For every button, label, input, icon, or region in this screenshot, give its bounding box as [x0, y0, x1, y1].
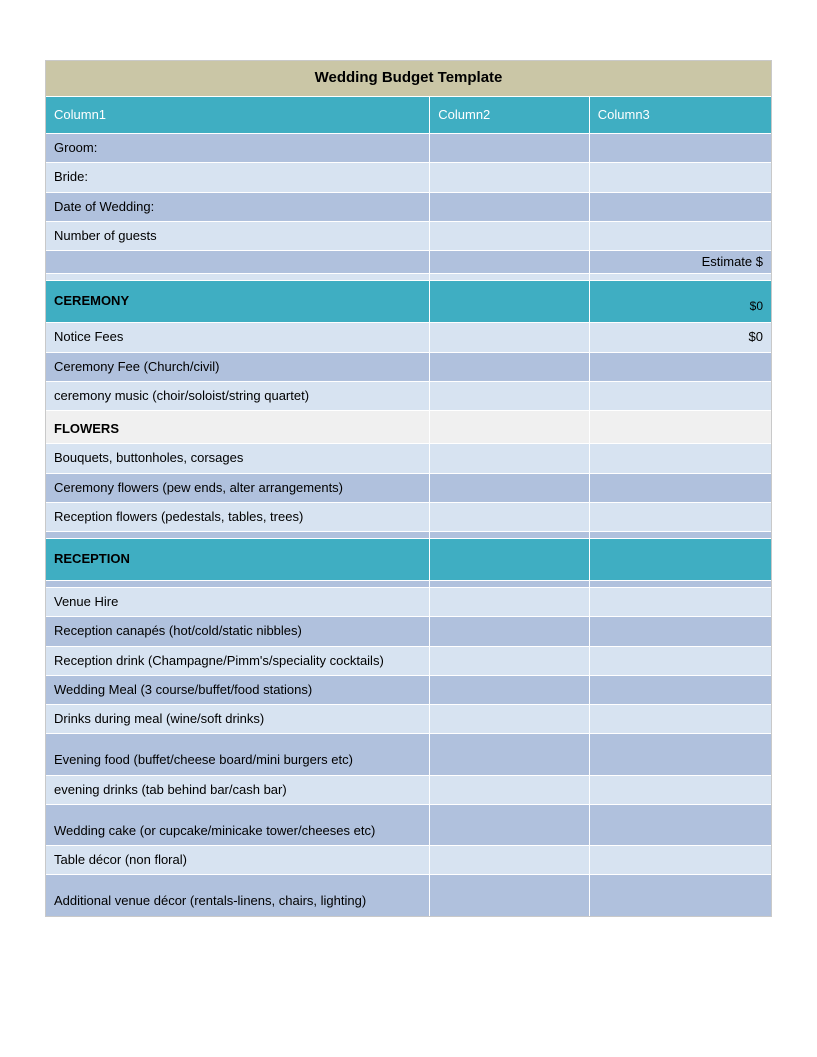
- row-amount[interactable]: $0: [590, 323, 771, 351]
- blank-row: [46, 273, 771, 280]
- table-row: Reception drink (Champagne/Pimm's/specia…: [46, 646, 771, 675]
- flowers-header: FLOWERS: [46, 411, 430, 443]
- table-row: Notice Fees $0: [46, 322, 771, 351]
- budget-sheet: Wedding Budget Template Column1 Column2 …: [45, 60, 772, 917]
- row-label: Reception drink (Champagne/Pimm's/specia…: [46, 647, 430, 675]
- ceremony-header: CEREMONY: [46, 281, 430, 322]
- row-label: Wedding Meal (3 course/buffet/food stati…: [46, 676, 430, 704]
- guests-label: Number of guests: [46, 222, 430, 250]
- groom-label: Groom:: [46, 134, 430, 162]
- row-label: Ceremony Fee (Church/civil): [46, 353, 430, 381]
- title-row: Wedding Budget Template: [46, 61, 771, 96]
- date-label: Date of Wedding:: [46, 193, 430, 221]
- table-row: Ceremony flowers (pew ends, alter arrang…: [46, 473, 771, 502]
- reception-header-row: RECEPTION: [46, 538, 771, 580]
- date-row: Date of Wedding:: [46, 192, 771, 221]
- table-row: ceremony music (choir/soloist/string qua…: [46, 381, 771, 410]
- table-row: Ceremony Fee (Church/civil): [46, 352, 771, 381]
- reception-header: RECEPTION: [46, 539, 430, 580]
- row-label: Wedding cake (or cupcake/minicake tower/…: [46, 805, 430, 845]
- table-row: Additional venue décor (rentals-linens, …: [46, 874, 771, 915]
- blank-row: [46, 531, 771, 538]
- bride-row: Bride:: [46, 162, 771, 191]
- table-row: Reception canapés (hot/cold/static nibbl…: [46, 616, 771, 645]
- column-header-row: Column1 Column2 Column3: [46, 96, 771, 133]
- row-label: Drinks during meal (wine/soft drinks): [46, 705, 430, 733]
- ceremony-total: $0: [590, 281, 771, 322]
- row-label: Evening food (buffet/cheese board/mini b…: [46, 734, 430, 774]
- estimate-label: Estimate $: [590, 251, 771, 273]
- row-label: ceremony music (choir/soloist/string qua…: [46, 382, 430, 410]
- guests-row: Number of guests: [46, 221, 771, 250]
- table-row: Reception flowers (pedestals, tables, tr…: [46, 502, 771, 531]
- col2-header: Column2: [430, 97, 590, 133]
- row-label: Bouquets, buttonholes, corsages: [46, 444, 430, 472]
- table-row: Venue Hire: [46, 587, 771, 616]
- groom-col3[interactable]: [590, 134, 771, 162]
- table-row: Drinks during meal (wine/soft drinks): [46, 704, 771, 733]
- groom-col2[interactable]: [430, 134, 590, 162]
- row-label: Additional venue décor (rentals-linens, …: [46, 875, 430, 915]
- row-label: Table décor (non floral): [46, 846, 430, 874]
- row-label: Reception flowers (pedestals, tables, tr…: [46, 503, 430, 531]
- col3-header: Column3: [590, 97, 771, 133]
- sheet-title: Wedding Budget Template: [46, 61, 771, 96]
- table-row: Wedding cake (or cupcake/minicake tower/…: [46, 804, 771, 845]
- table-row: Table décor (non floral): [46, 845, 771, 874]
- row-label: Venue Hire: [46, 588, 430, 616]
- table-row: Bouquets, buttonholes, corsages: [46, 443, 771, 472]
- flowers-header-row: FLOWERS: [46, 410, 771, 443]
- groom-row: Groom:: [46, 133, 771, 162]
- ceremony-header-row: CEREMONY $0: [46, 280, 771, 322]
- row-label: evening drinks (tab behind bar/cash bar): [46, 776, 430, 804]
- table-row: evening drinks (tab behind bar/cash bar): [46, 775, 771, 804]
- row-label: Reception canapés (hot/cold/static nibbl…: [46, 617, 430, 645]
- col1-header: Column1: [46, 97, 430, 133]
- row-label: Ceremony flowers (pew ends, alter arrang…: [46, 474, 430, 502]
- blank-row: [46, 580, 771, 587]
- row-label: Notice Fees: [46, 323, 430, 351]
- estimate-row: Estimate $: [46, 250, 771, 273]
- table-row: Evening food (buffet/cheese board/mini b…: [46, 733, 771, 774]
- bride-label: Bride:: [46, 163, 430, 191]
- table-row: Wedding Meal (3 course/buffet/food stati…: [46, 675, 771, 704]
